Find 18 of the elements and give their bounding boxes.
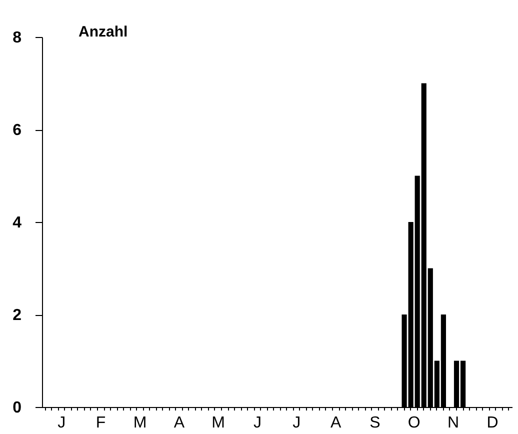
x-tick-label: J (292, 414, 301, 432)
x-tick-label: A (174, 414, 185, 432)
x-tick-label: N (448, 414, 460, 432)
y-tick-label: 8 (12, 30, 22, 46)
x-tick-label: M (212, 414, 225, 432)
x-tick-label: J (253, 414, 262, 432)
x-tick-label: F (96, 414, 106, 432)
x-tick-label: J (58, 414, 66, 432)
x-tick-label: D (486, 414, 498, 432)
y-tick-label: 6 (12, 122, 22, 139)
y-tick-label: 4 (12, 214, 22, 232)
y-axis-title: Anzahl (78, 24, 128, 40)
x-tick-label: S (370, 414, 380, 432)
y-tick-label: 2 (12, 307, 22, 324)
x-tick-label: A (330, 414, 342, 432)
x-tick-label: M (133, 414, 147, 432)
x-tick-label: O (408, 414, 420, 432)
y-tick-label: 0 (12, 400, 22, 416)
